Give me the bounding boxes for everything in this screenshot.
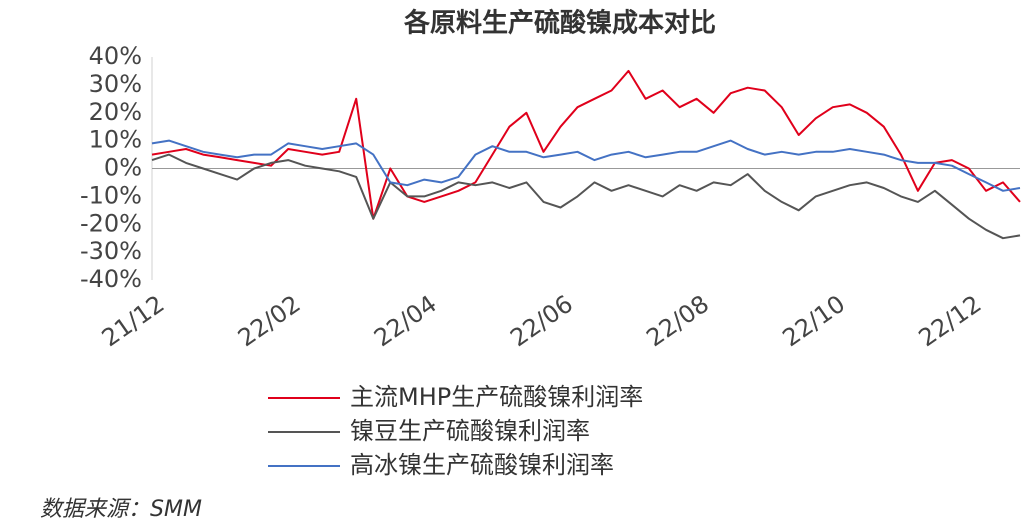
legend-label: 高冰镍生产硫酸镍利润率 (350, 451, 614, 479)
series-line (151, 153, 1021, 240)
chart-title: 各原料生产硫酸镍成本对比 (403, 8, 716, 39)
x-tick-label: 22/04 (369, 290, 442, 353)
y-tick-label: 40% (89, 42, 142, 70)
legend-label: 镍豆生产硫酸镍利润率 (350, 417, 590, 445)
series-line (151, 69, 1021, 220)
y-tick-label: 30% (89, 70, 142, 98)
y-tick-label: 20% (89, 98, 142, 126)
y-tick-label: -40% (80, 265, 142, 293)
y-tick-label: -10% (80, 181, 142, 209)
source: 数据来源：SMM (40, 497, 202, 522)
x-tick-label: 22/12 (914, 290, 987, 353)
y-tick-label: -30% (80, 237, 142, 265)
x-tick-label: 21/12 (97, 290, 170, 353)
legend-label: 主流MHP生产硫酸镍利润率 (350, 383, 643, 411)
x-tick-label: 22/10 (778, 290, 851, 353)
x-tick-label: 22/08 (641, 290, 714, 353)
series-line (151, 139, 1021, 192)
y-tick-label: 10% (89, 126, 142, 154)
y-tick-label: 0% (104, 154, 142, 182)
x-tick-label: 22/06 (505, 290, 578, 353)
x-tick-label: 22/02 (233, 290, 306, 353)
y-tick-label: -20% (80, 209, 142, 237)
